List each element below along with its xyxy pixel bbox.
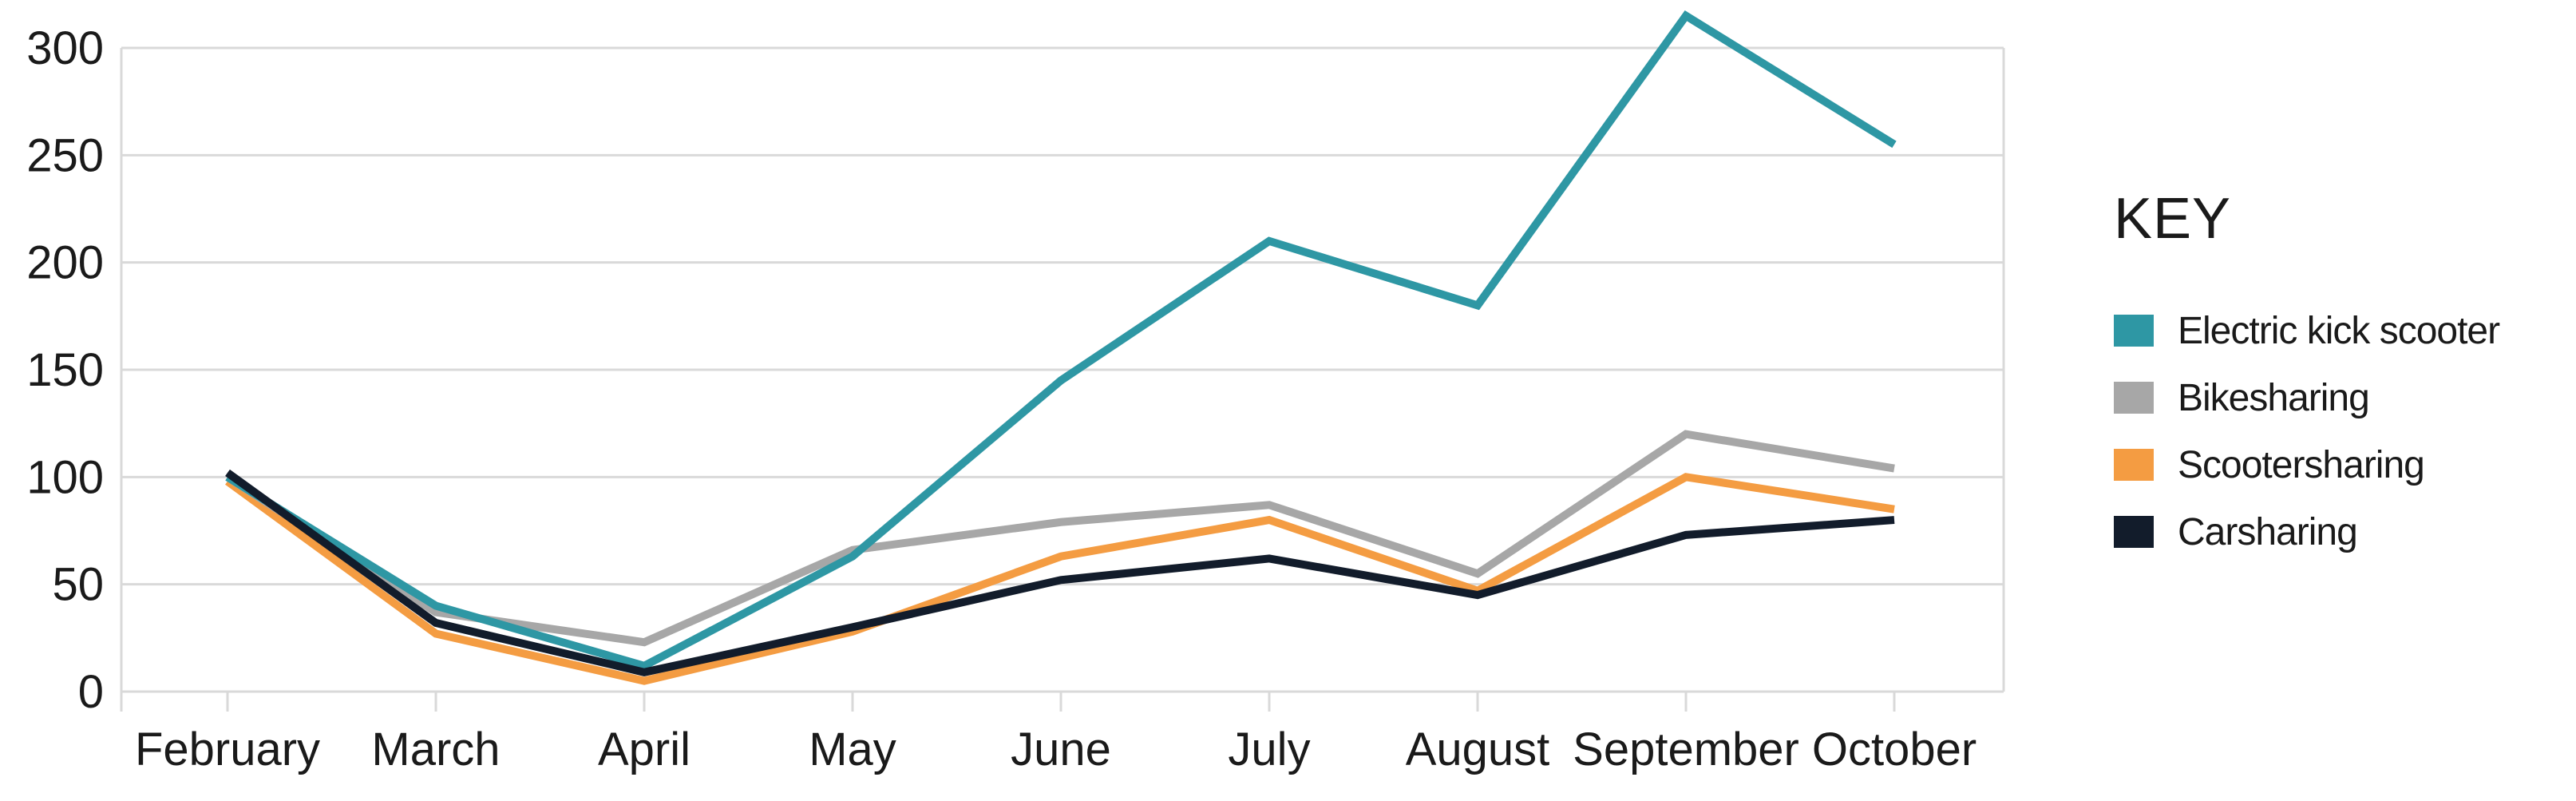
legend-swatch-scootersharing: [2114, 449, 2154, 481]
legend-label-electric-kick-scooter: Electric kick scooter: [2178, 309, 2500, 352]
legend: KEY Electric kick scooter Bikesharing Scoo…: [2114, 187, 2576, 553]
y-tick-label-150: 150: [26, 344, 104, 396]
legend-label-scootersharing: Scootersharing: [2178, 443, 2425, 486]
series-line-electric-kick-scooter: [225, 10, 1897, 671]
x-tick-label-february: February: [135, 724, 320, 775]
y-tick-label-0: 0: [78, 666, 104, 718]
y-tick-label-300: 300: [26, 22, 104, 74]
x-tick-label-march: March: [371, 724, 500, 775]
legend-title: KEY: [2114, 187, 2232, 251]
y-tick-label-250: 250: [26, 129, 104, 181]
y-tick-label-200: 200: [26, 237, 104, 289]
y-tick-label-100: 100: [26, 451, 104, 503]
legend-item-electric-kick-scooter: Electric kick scooter: [2114, 297, 2576, 364]
x-tick-label-october: October: [1812, 724, 1977, 775]
series-line-scootersharing: [225, 473, 1895, 685]
legend-swatch-carsharing: [2114, 516, 2154, 548]
legend-swatch-electric-kick-scooter: [2114, 315, 2154, 347]
legend-label-bikesharing: Bikesharing: [2178, 376, 2370, 419]
legend-items: Electric kick scooter Bikesharing Scooters…: [2114, 297, 2576, 565]
x-tick-label-april: April: [598, 724, 690, 775]
series-line-bikesharing: [225, 430, 1895, 647]
legend-swatch-bikesharing: [2114, 382, 2154, 414]
x-tick-label-september: September: [1573, 724, 1799, 775]
x-tick-label-august: August: [1406, 724, 1550, 775]
x-tick-label-june: June: [1011, 724, 1111, 775]
series-line-carsharing: [225, 469, 1895, 676]
x-tick-label-may: May: [809, 724, 896, 775]
legend-item-scootersharing: Scootersharing: [2114, 431, 2576, 498]
legend-label-carsharing: Carsharing: [2178, 510, 2358, 553]
legend-item-carsharing: Carsharing: [2114, 498, 2576, 565]
x-tick-label-july: July: [1228, 724, 1310, 775]
legend-item-bikesharing: Bikesharing: [2114, 364, 2576, 431]
y-tick-label-50: 50: [52, 559, 104, 611]
